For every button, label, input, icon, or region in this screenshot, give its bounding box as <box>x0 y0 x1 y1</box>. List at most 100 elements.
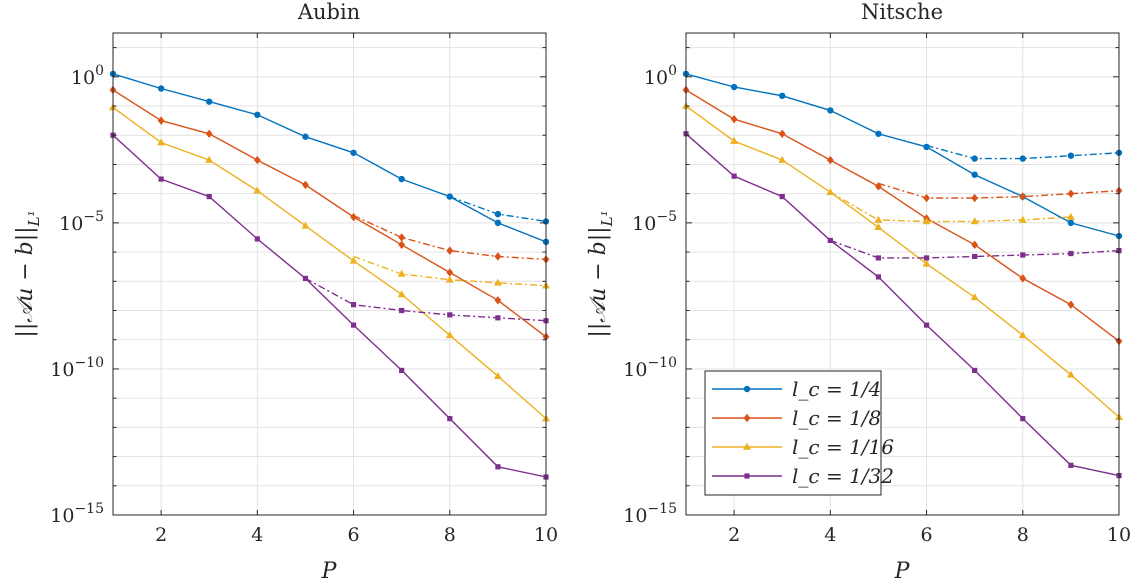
data-point <box>157 116 165 125</box>
series-line-dashdot <box>305 277 547 322</box>
legend-swatch-marker <box>743 385 751 393</box>
x-axis-label-nitsche: P <box>894 559 911 584</box>
data-point <box>875 182 882 191</box>
legend-label: l_c = 1/4 <box>792 377 881 401</box>
series-line-solid <box>112 134 547 478</box>
series-line-solid <box>685 73 1120 237</box>
legend-swatch-marker <box>743 442 751 450</box>
x-tick-label: 8 <box>444 524 456 546</box>
legend-item-3: l_c = 1/16 <box>712 435 894 459</box>
data-point-dashdot <box>971 193 979 203</box>
data-point-dashdot <box>446 246 454 255</box>
series-line-dashdot <box>353 214 547 261</box>
series-line-solid <box>112 89 547 338</box>
data-point-dashdot <box>874 215 883 223</box>
x-tick-label: 2 <box>155 524 167 546</box>
data-point <box>779 92 786 100</box>
data-point-dashdot <box>1019 155 1026 162</box>
data-point-dashdot <box>972 253 978 260</box>
panel-nitsche: Nitsche 2 4 6 8 10 100 10−5 10−10 10−15 P ||𝒜u −… <box>586 0 1131 584</box>
series-line-dashdot <box>878 182 1120 199</box>
data-point <box>206 98 213 105</box>
series-2 <box>109 85 550 342</box>
data-point <box>205 129 213 138</box>
data-point-dashdot <box>1067 189 1075 198</box>
data-point-dashdot <box>494 210 502 218</box>
data-point <box>302 133 309 140</box>
data-point <box>1066 370 1075 378</box>
data-point <box>349 256 358 264</box>
data-point-dashdot <box>399 307 405 314</box>
data-point <box>445 331 454 339</box>
data-point <box>493 372 502 380</box>
data-point <box>302 180 309 190</box>
data-point <box>779 193 785 200</box>
x-tick-label: 8 <box>1017 524 1029 546</box>
data-point-dashdot <box>350 302 357 308</box>
data-point <box>923 143 930 151</box>
chart-title-aubin: Aubin <box>297 0 360 24</box>
data-point <box>826 188 835 196</box>
data-point <box>827 237 833 244</box>
data-point <box>397 290 406 298</box>
data-point <box>253 186 262 194</box>
y-tick-label: 10−5 <box>59 209 104 235</box>
series-line-solid <box>685 89 1120 342</box>
data-point <box>446 193 453 200</box>
data-point <box>923 322 930 328</box>
y-axis-label-nitsche: ||𝒜u − b||L¹ <box>586 210 616 337</box>
axes-box-nitsche <box>685 32 1120 516</box>
x-tick-label: 4 <box>824 524 836 546</box>
series-line-dashdot <box>829 191 1071 223</box>
data-point <box>495 464 501 470</box>
series-4 <box>110 132 549 480</box>
data-point <box>730 83 738 91</box>
series-3 <box>682 101 1123 420</box>
data-point <box>972 367 978 373</box>
data-point <box>398 175 405 183</box>
series-group-aubin <box>109 70 550 480</box>
y-tick-label: 10−10 <box>623 355 677 381</box>
y-axis-label-aubin: ||𝒜u − b||L¹ <box>13 210 43 337</box>
series-line-solid <box>685 105 1120 418</box>
tick-labels-nitsche: 2 4 6 8 10 100 10−5 10−10 10−15 <box>623 33 1131 546</box>
plot-area-aubin <box>113 33 546 515</box>
data-point <box>350 322 357 328</box>
y-axis-label-main-aubin: ||𝒜u − b|| <box>13 226 38 337</box>
x-tick-label: 6 <box>921 524 933 546</box>
series-group-nitsche <box>682 70 1123 479</box>
data-point-dashdot <box>923 193 930 203</box>
data-point <box>970 293 979 301</box>
data-point <box>399 367 405 373</box>
data-point <box>875 274 882 280</box>
data-point <box>157 85 165 92</box>
data-point <box>350 149 357 156</box>
legend: l_c = 1/4 l_c = 1/8 l_c = 1/16 l_c = 1/32 <box>704 370 894 496</box>
legend-item-2: l_c = 1/8 <box>712 406 881 430</box>
data-point <box>205 155 214 163</box>
data-point <box>254 236 260 242</box>
data-point <box>922 259 931 267</box>
data-point <box>446 268 454 277</box>
data-point <box>778 155 787 163</box>
data-point-dashdot <box>875 255 882 261</box>
svg-text:||𝒜u − b||L¹: ||𝒜u − b||L¹ <box>13 210 43 337</box>
data-point-dashdot <box>1018 215 1027 223</box>
data-point-dashdot <box>1066 212 1075 220</box>
x-axis-label-aubin: P <box>321 559 338 584</box>
data-point-dashdot <box>447 312 453 318</box>
data-point-dashdot <box>493 278 502 286</box>
series-line-solid <box>112 73 547 243</box>
data-point <box>826 155 834 165</box>
data-point <box>874 223 883 231</box>
axes-box-aubin <box>112 32 547 516</box>
legend-label: l_c = 1/16 <box>792 435 894 459</box>
series-line-solid <box>685 133 1120 477</box>
legend-item-1: l_c = 1/4 <box>712 377 881 401</box>
legend-label: l_c = 1/32 <box>792 464 894 488</box>
data-point-dashdot <box>922 217 931 225</box>
svg-text:||𝒜u − b||L¹: ||𝒜u − b||L¹ <box>586 210 616 337</box>
legend-swatch-marker <box>743 413 751 423</box>
x-tick-label: 6 <box>348 524 360 546</box>
data-point-dashdot <box>970 217 979 225</box>
